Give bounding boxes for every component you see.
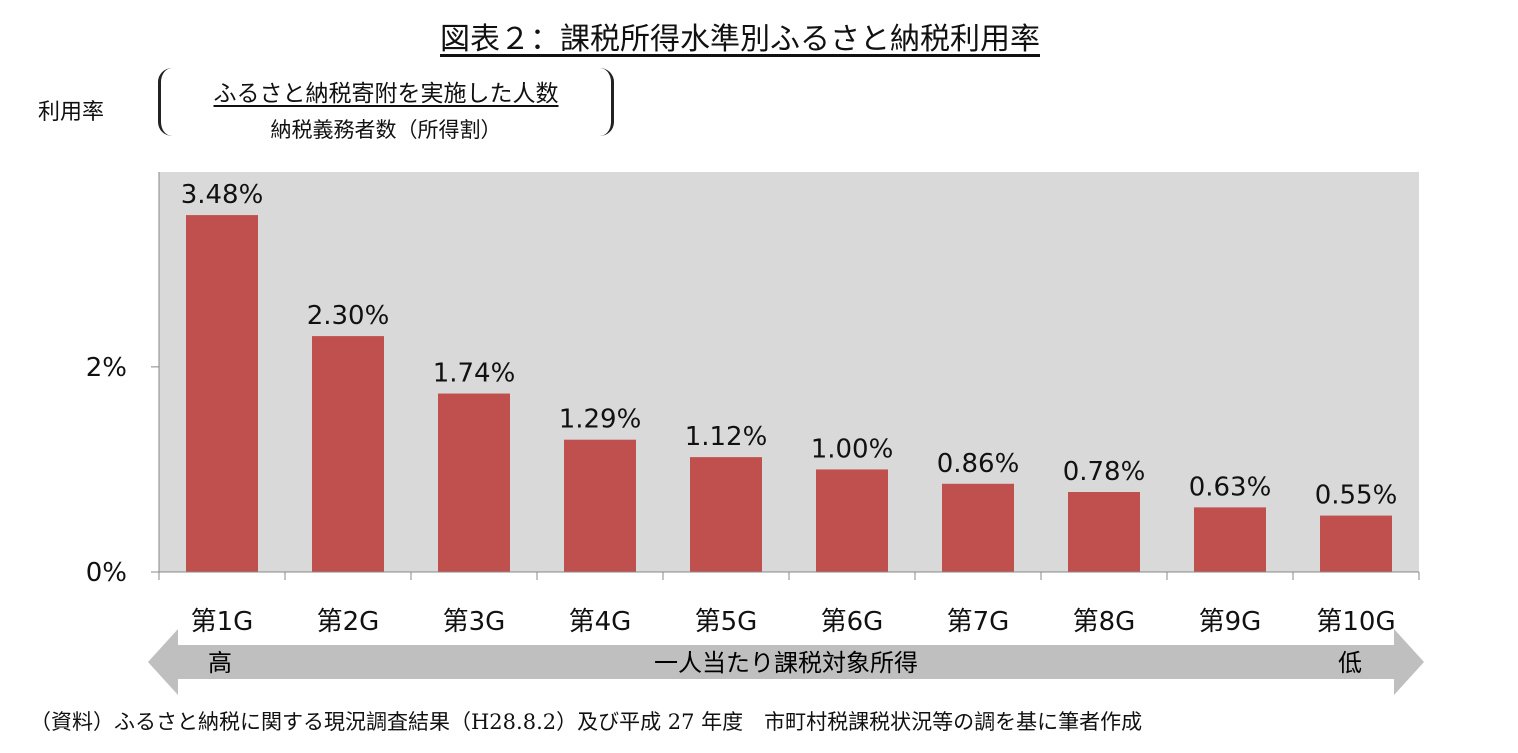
data-label-3: 1.74% bbox=[433, 359, 516, 389]
arrow-label-income: 一人当たり課税対象所得 bbox=[654, 649, 918, 677]
bar-chart: 3.48% 2.30% 1.74% 1.29% 1.12% 1.00% 0.86% 0.78%… bbox=[86, 172, 1424, 695]
bar-6 bbox=[816, 469, 888, 572]
x-tick-label-5: 第5G bbox=[695, 607, 758, 637]
x-tick-label-8: 第8G bbox=[1073, 607, 1136, 637]
x-tick-label-7: 第7G bbox=[947, 607, 1010, 637]
bar-5 bbox=[690, 457, 762, 572]
chart-title: 図表２：課税所得水準別ふるさと納税利用率 bbox=[440, 22, 1040, 57]
data-label-7: 0.86% bbox=[937, 449, 1020, 479]
bar-1 bbox=[186, 215, 258, 573]
x-tick-label-10: 第10G bbox=[1316, 607, 1395, 637]
source-footnote: （資料）ふるさと納税に関する現況調査結果（H28.8.2）及び平成 27 年度 … bbox=[30, 710, 1143, 734]
formula-label: 利用率 bbox=[38, 100, 105, 125]
data-label-4: 1.29% bbox=[559, 405, 642, 435]
bar-4 bbox=[564, 439, 636, 572]
data-label-5: 1.12% bbox=[685, 422, 768, 452]
x-tick-label-6: 第6G bbox=[821, 607, 884, 637]
data-label-10: 0.55% bbox=[1315, 481, 1398, 511]
data-label-2: 2.30% bbox=[307, 301, 390, 331]
bar-8 bbox=[1068, 492, 1140, 572]
data-label-8: 0.78% bbox=[1063, 457, 1146, 487]
x-tick-label-9: 第9G bbox=[1199, 607, 1262, 637]
x-tick-label-1: 第1G bbox=[191, 607, 254, 637]
data-label-1: 3.48% bbox=[181, 180, 264, 210]
data-label-9: 0.63% bbox=[1189, 472, 1272, 502]
arrow-label-low: 低 bbox=[1338, 649, 1362, 677]
bar-9 bbox=[1194, 507, 1266, 572]
formula-bracket: ふるさと納税寄附を実施した人数 納税義務者数（所得割） bbox=[158, 68, 614, 142]
income-arrow bbox=[148, 629, 1424, 695]
bar-10 bbox=[1320, 515, 1392, 572]
data-label-6: 1.00% bbox=[811, 434, 894, 464]
y-tick-label-1: 2% bbox=[86, 353, 127, 383]
formula-numerator: ふるさと納税寄附を実施した人数 bbox=[213, 81, 559, 107]
formula-denominator: 納税義務者数（所得割） bbox=[270, 118, 502, 142]
arrow-label-high: 高 bbox=[208, 649, 232, 677]
x-tick-label-2: 第2G bbox=[317, 607, 380, 637]
bar-7 bbox=[942, 483, 1014, 572]
x-tick-label-4: 第4G bbox=[569, 607, 632, 637]
y-tick-label-0: 0% bbox=[86, 558, 127, 588]
x-tick-label-3: 第3G bbox=[443, 607, 506, 637]
bar-3 bbox=[438, 393, 510, 572]
bar-2 bbox=[312, 336, 384, 572]
